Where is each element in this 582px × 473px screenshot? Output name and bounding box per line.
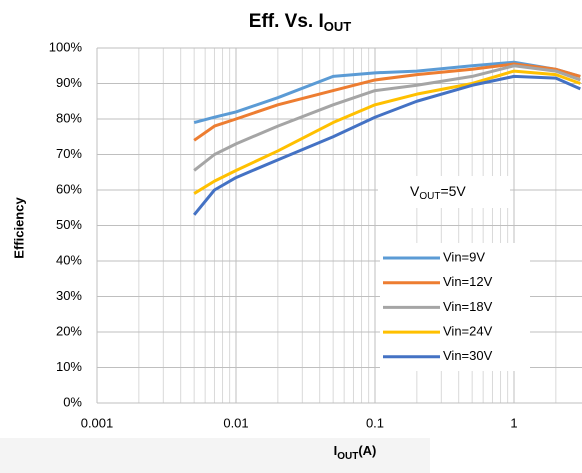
x-axis-label: IOUT(A)	[334, 443, 377, 461]
annotation-box	[378, 176, 510, 208]
annotation-subscript: OUT	[419, 191, 440, 202]
series-line	[193, 69, 581, 195]
y-tick-label: 90%	[56, 75, 82, 90]
y-tick-label: 100%	[49, 39, 83, 54]
background-strip	[0, 438, 430, 473]
y-tick-label: 70%	[56, 146, 82, 161]
y-tick-label: 30%	[56, 288, 82, 303]
y-tick-label: 20%	[56, 323, 82, 338]
y-tick-label: 80%	[56, 110, 82, 125]
x-label-unit: (A)	[358, 443, 376, 458]
y-tick-label: 50%	[56, 217, 82, 232]
series-line	[193, 62, 581, 142]
y-tick-label: 40%	[56, 252, 82, 267]
legend-label: Vin=18V	[443, 299, 493, 314]
x-tick-label: 0.01	[223, 415, 248, 430]
legend-label: Vin=24V	[443, 324, 493, 339]
series-line	[193, 64, 581, 172]
annotation-main: V	[410, 183, 420, 199]
y-axis-label: Efficiency	[11, 197, 26, 259]
annotation-value: =5V	[440, 183, 466, 199]
x-tick-label: 0.001	[81, 415, 114, 430]
y-tick-label: 0%	[63, 394, 82, 409]
legend-label: Vin=9V	[443, 249, 485, 264]
x-label-main: I	[334, 443, 338, 458]
x-tick-label: 0.1	[366, 415, 384, 430]
chart-title: Eff. Vs. IOUT	[249, 11, 351, 34]
legend-label: Vin=30V	[443, 348, 493, 363]
title-main: Eff. Vs. I	[249, 11, 324, 32]
legend-label: Vin=12V	[443, 274, 493, 289]
y-tick-label: 10%	[56, 359, 82, 374]
x-label-subscript: OUT	[337, 451, 358, 462]
title-subscript: OUT	[324, 19, 352, 34]
y-tick-label: 60%	[56, 181, 82, 196]
series-line	[192, 74, 581, 216]
x-tick-label: 1	[510, 415, 517, 430]
annotation: VOUT=5V	[410, 183, 466, 202]
